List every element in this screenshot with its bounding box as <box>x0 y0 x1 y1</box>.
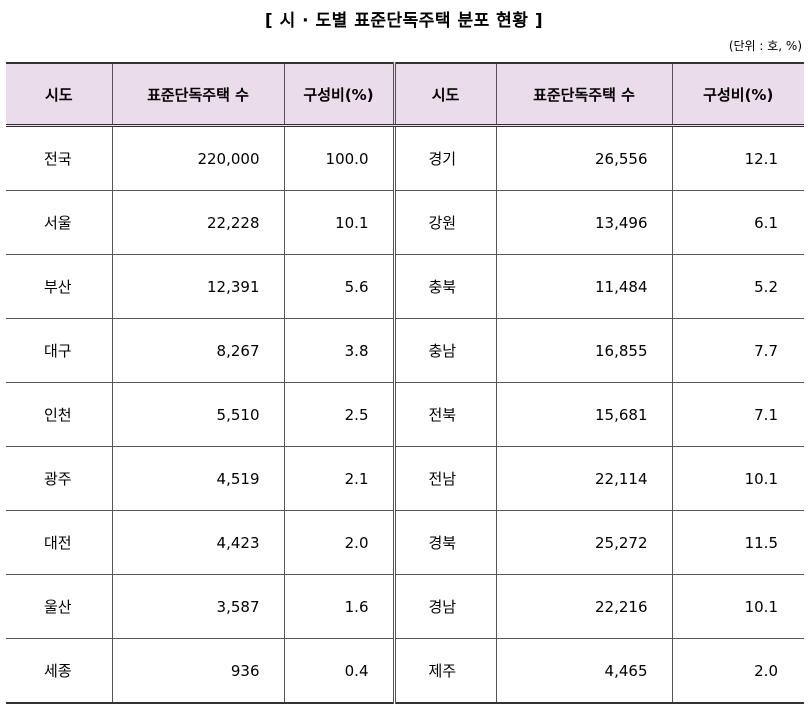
cell-ratio-left: 1.6 <box>283 574 394 639</box>
cell-ratio-right: 10.1 <box>671 574 804 639</box>
cell-ratio-right: 2.0 <box>671 638 804 704</box>
cell-count-right: 26,556 <box>495 125 672 191</box>
cell-count-right: 4,465 <box>495 638 672 704</box>
cell-region-right: 충남 <box>392 318 496 383</box>
cell-region-left: 울산 <box>6 574 112 639</box>
cell-region-left: 전국 <box>6 125 112 191</box>
cell-ratio-left: 0.4 <box>283 638 394 704</box>
header-ratio-left: 구성비(%) <box>283 62 394 127</box>
cell-region-right: 강원 <box>392 190 496 255</box>
cell-region-left: 부산 <box>6 254 112 319</box>
cell-region-right: 경남 <box>392 574 496 639</box>
table-body: 전국 220,000 100.0 경기 26,556 12.1 서울 22,228 10.1 강원… <box>6 125 804 704</box>
cell-region-right: 경북 <box>392 510 496 575</box>
cell-region-right: 전북 <box>392 382 496 447</box>
header-ratio-right: 구성비(%) <box>671 62 804 127</box>
cell-count-left: 5,510 <box>111 382 284 447</box>
cell-region-left: 세종 <box>6 638 112 704</box>
cell-region-right: 전남 <box>392 446 496 511</box>
cell-ratio-right: 7.7 <box>671 318 804 383</box>
cell-count-right: 22,216 <box>495 574 672 639</box>
cell-count-left: 4,423 <box>111 510 284 575</box>
cell-ratio-right: 6.1 <box>671 190 804 255</box>
cell-count-right: 25,272 <box>495 510 672 575</box>
table-row: 세종 936 0.4 제주 4,465 2.0 <box>6 638 804 704</box>
table-row: 울산 3,587 1.6 경남 22,216 10.1 <box>6 574 804 639</box>
cell-count-left: 12,391 <box>111 254 284 319</box>
table-row: 인천 5,510 2.5 전북 15,681 7.1 <box>6 382 804 447</box>
cell-ratio-left: 5.6 <box>283 254 394 319</box>
cell-ratio-right: 11.5 <box>671 510 804 575</box>
cell-count-left: 3,587 <box>111 574 284 639</box>
cell-count-right: 16,855 <box>495 318 672 383</box>
cell-count-left: 936 <box>111 638 284 704</box>
cell-ratio-right: 7.1 <box>671 382 804 447</box>
cell-region-right: 경기 <box>392 125 496 191</box>
header-row: 시도 표준단독주택 수 구성비(%) 시도 표준단독주택 수 구성비(%) <box>6 62 804 127</box>
cell-ratio-right: 10.1 <box>671 446 804 511</box>
cell-count-left: 8,267 <box>111 318 284 383</box>
cell-region-left: 대구 <box>6 318 112 383</box>
cell-count-left: 220,000 <box>111 125 284 191</box>
table-row: 광주 4,519 2.1 전남 22,114 10.1 <box>6 446 804 511</box>
unit-note: (단위 : 호, %) <box>728 39 802 53</box>
header-count-right: 표준단독주택 수 <box>495 62 672 127</box>
table-row: 대전 4,423 2.0 경북 25,272 11.5 <box>6 510 804 575</box>
cell-ratio-right: 12.1 <box>671 125 804 191</box>
cell-count-left: 22,228 <box>111 190 284 255</box>
cell-region-left: 서울 <box>6 190 112 255</box>
page-title: [ 시 · 도별 표준단독주택 분포 현황 ] <box>264 11 544 31</box>
header-count-left: 표준단독주택 수 <box>111 62 284 127</box>
cell-count-left: 4,519 <box>111 446 284 511</box>
cell-region-right: 제주 <box>392 638 496 704</box>
cell-count-right: 11,484 <box>495 254 672 319</box>
header-region-left: 시도 <box>6 62 112 127</box>
cell-region-left: 대전 <box>6 510 112 575</box>
cell-region-right: 충북 <box>392 254 496 319</box>
table-row: 서울 22,228 10.1 강원 13,496 6.1 <box>6 190 804 255</box>
cell-count-right: 13,496 <box>495 190 672 255</box>
cell-count-right: 22,114 <box>495 446 672 511</box>
cell-region-left: 광주 <box>6 446 112 511</box>
header-region-right: 시도 <box>392 62 496 127</box>
cell-ratio-left: 2.1 <box>283 446 394 511</box>
cell-ratio-right: 5.2 <box>671 254 804 319</box>
table-row: 부산 12,391 5.6 충북 11,484 5.2 <box>6 254 804 319</box>
cell-count-right: 15,681 <box>495 382 672 447</box>
table-row: 전국 220,000 100.0 경기 26,556 12.1 <box>6 125 804 191</box>
table-header: 시도 표준단독주택 수 구성비(%) 시도 표준단독주택 수 구성비(%) <box>6 62 804 127</box>
table-row: 대구 8,267 3.8 충남 16,855 7.7 <box>6 318 804 383</box>
cell-ratio-left: 2.0 <box>283 510 394 575</box>
cell-ratio-left: 100.0 <box>283 125 394 191</box>
cell-ratio-left: 10.1 <box>283 190 394 255</box>
cell-region-left: 인천 <box>6 382 112 447</box>
cell-ratio-left: 3.8 <box>283 318 394 383</box>
cell-ratio-left: 2.5 <box>283 382 394 447</box>
distribution-table: 시도 표준단독주택 수 구성비(%) 시도 표준단독주택 수 구성비(%) 전국… <box>6 62 804 704</box>
